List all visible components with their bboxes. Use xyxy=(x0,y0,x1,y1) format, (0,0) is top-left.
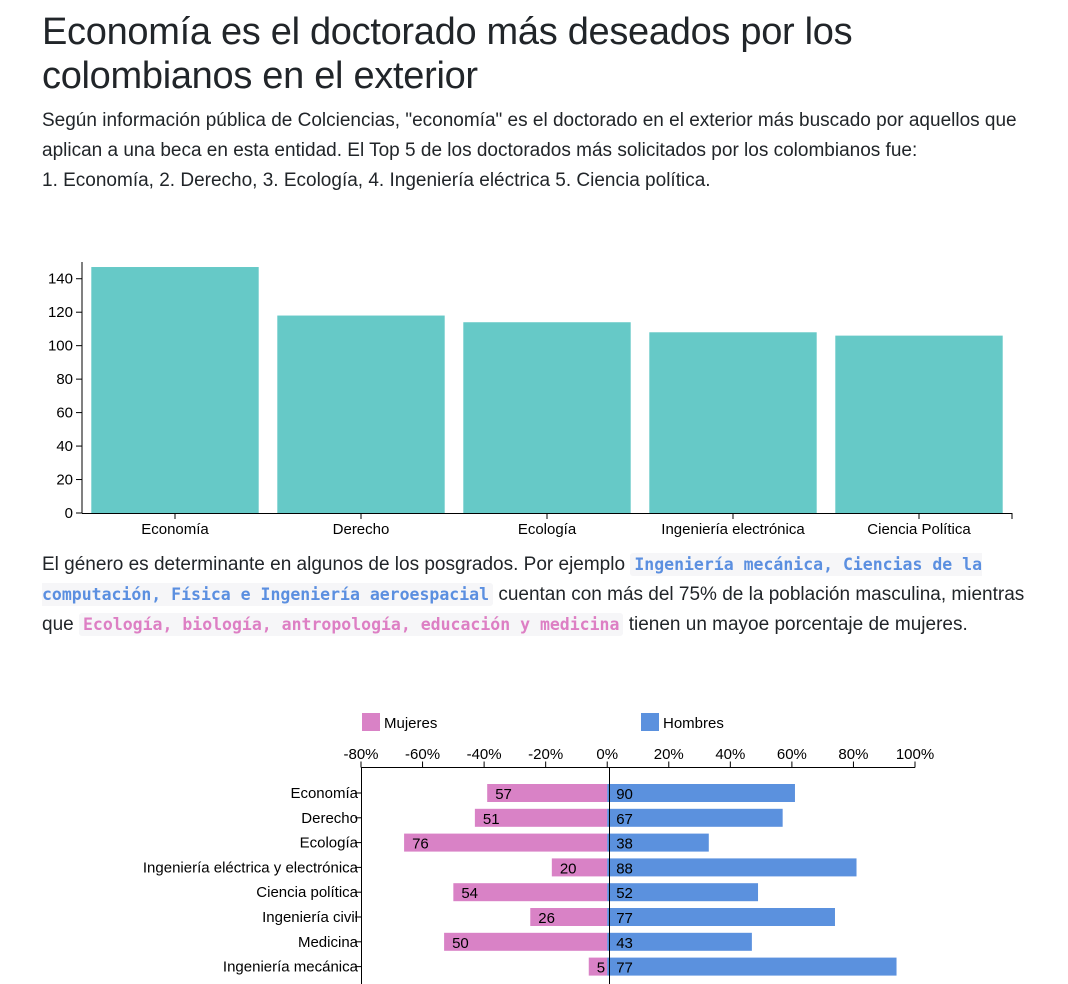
bar xyxy=(463,322,631,513)
gender-text-suffix: tienen un mayoe porcentaje de mujeres. xyxy=(628,614,968,635)
category-label: Derecho xyxy=(301,810,358,827)
legend-swatch-mujeres xyxy=(362,713,380,731)
bar-mujeres xyxy=(474,808,608,827)
x-tick-label: 40% xyxy=(715,746,745,763)
category-label: Medicina xyxy=(298,934,359,951)
data-label-mujeres: 51 xyxy=(483,811,500,828)
x-tick-label: 60% xyxy=(777,746,807,763)
y-tick-label: 120 xyxy=(48,304,73,321)
x-tick-label: 20% xyxy=(654,746,684,763)
page-title: Economía es el doctorado más deseados po… xyxy=(42,11,853,97)
bars xyxy=(91,267,1003,513)
x-tick-label: Derecho xyxy=(333,521,390,538)
y-tick-label: 100 xyxy=(48,338,73,355)
category-labels: Economía Derecho Ecología Ingeniería eléctr… xyxy=(143,785,361,976)
category-label: Ingeniería civil xyxy=(262,909,358,926)
bar xyxy=(835,335,1003,513)
data-label-mujeres: 57 xyxy=(495,786,512,803)
data-label-hombres: 77 xyxy=(616,910,633,927)
x-tick-label: -80% xyxy=(343,746,378,763)
y-tick-label: 80 xyxy=(56,371,73,388)
bars: 57 90 51 67 76 38 20 88 54 52 26 77 50 43 5 77 xyxy=(404,784,897,977)
data-label-mujeres: 5 xyxy=(597,960,605,977)
bar-mujeres xyxy=(487,784,608,802)
x-tick-label: Ecología xyxy=(518,521,577,538)
x-tick-label: -20% xyxy=(528,746,563,763)
y-tick-label: 0 xyxy=(65,505,73,522)
data-label-hombres: 43 xyxy=(616,935,633,952)
top5-list: 1. Economía, 2. Derecho, 3. Ecología, 4.… xyxy=(42,170,711,191)
category-label: Ingeniería eléctrica y electrónica xyxy=(143,859,359,876)
category-label: Economía xyxy=(290,785,358,802)
bar-hombres xyxy=(607,957,897,976)
bar-mujeres xyxy=(588,957,608,976)
data-label-mujeres: 20 xyxy=(560,860,577,877)
gender-paragraph: El género es determinante en algunos de … xyxy=(42,550,1032,640)
bar-mujeres xyxy=(444,932,608,951)
intro-paragraph: Según información pública de Colciencias… xyxy=(42,106,1032,196)
y-tick-label: 60 xyxy=(56,405,73,422)
bar-hombres xyxy=(607,932,752,951)
bar-mujeres xyxy=(530,908,608,926)
data-label-mujeres: 76 xyxy=(412,836,429,853)
gender-text-middle: cuentan con más del 75% de la población … xyxy=(42,584,1025,635)
x-tick-label: Ciencia Política xyxy=(867,521,971,538)
y-tick-label: 40 xyxy=(56,438,73,455)
bar xyxy=(649,332,817,513)
gender-diverging-chart: Mujeres Hombres -80% -60% -40% -20% 0% 20% 40% 6… xyxy=(143,713,934,984)
y-tick-label: 140 xyxy=(48,271,73,288)
legend: Mujeres Hombres xyxy=(362,713,724,732)
data-label-hombres: 88 xyxy=(616,860,633,877)
bar-mujeres xyxy=(404,833,608,852)
category-label: Ecología xyxy=(300,835,359,852)
intro-text: Según información pública de Colciencias… xyxy=(42,110,1017,161)
data-label-mujeres: 50 xyxy=(452,935,469,952)
bar-mujeres xyxy=(453,883,608,902)
x-axis: Economía Derecho Ecología Ingeniería electr… xyxy=(82,513,1013,538)
bar xyxy=(277,315,445,513)
x-tick-label: 0% xyxy=(596,746,618,763)
y-axis: 0 20 40 60 80 100 120 140 xyxy=(48,262,83,522)
gender-text-prefix: El género es determinante en algunos de … xyxy=(42,554,626,575)
female-majority-programs: Ecología, biología, antropología, educac… xyxy=(78,613,624,636)
data-label-mujeres: 26 xyxy=(538,910,555,927)
x-tick-label: -60% xyxy=(405,746,440,763)
bar-hombres xyxy=(607,883,759,902)
x-tick-label: -40% xyxy=(467,746,502,763)
bar xyxy=(91,267,259,513)
data-label-hombres: 38 xyxy=(616,836,633,853)
legend-label-mujeres: Mujeres xyxy=(384,715,437,732)
data-label-hombres: 67 xyxy=(616,811,633,828)
category-label: Ingeniería mecánica xyxy=(223,959,359,976)
data-label-hombres: 77 xyxy=(616,960,633,977)
legend-swatch-hombres xyxy=(641,713,659,731)
x-axis: -80% -60% -40% -20% 0% 20% 40% 60% 80% 100% xyxy=(343,746,934,768)
top5-bar-chart: 0 20 40 60 80 100 120 140 Economía Derecho Ecolog… xyxy=(48,262,1013,538)
data-label-mujeres: 54 xyxy=(461,885,478,902)
bar-hombres xyxy=(607,858,857,877)
bar-hombres xyxy=(607,784,795,802)
bar-hombres xyxy=(607,833,709,852)
bar-hombres xyxy=(607,808,783,827)
bar-mujeres xyxy=(551,858,608,877)
legend-label-hombres: Hombres xyxy=(663,715,724,732)
category-label: Ciencia política xyxy=(256,884,358,901)
bar-hombres xyxy=(607,908,835,926)
data-label-hombres: 52 xyxy=(616,885,633,902)
x-tick-label: 100% xyxy=(896,746,934,763)
data-label-hombres: 90 xyxy=(616,786,633,803)
x-tick-label: Economía xyxy=(141,521,209,538)
y-tick-label: 20 xyxy=(56,472,73,489)
x-tick-label: 80% xyxy=(838,746,868,763)
x-tick-label: Ingeniería electrónica xyxy=(661,521,805,538)
